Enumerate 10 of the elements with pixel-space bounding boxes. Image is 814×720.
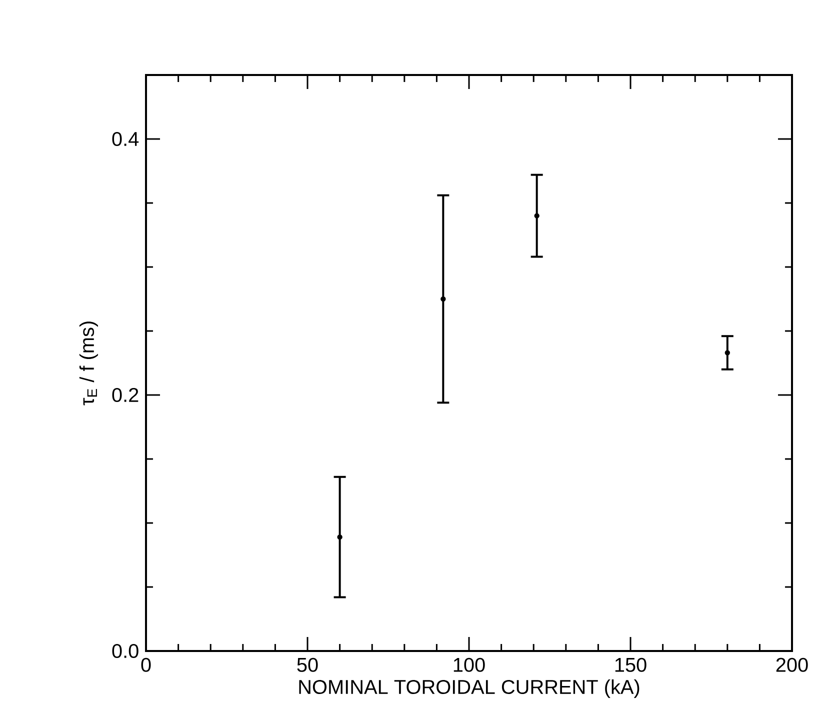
x-tick-label: 50 [297, 658, 318, 672]
y-tick-label: 0.2 [112, 388, 138, 402]
x-axis-title: NOMINAL TOROIDAL CURRENT (kA) [299, 679, 640, 698]
x-tick-label: 100 [454, 658, 485, 672]
x-tick-label: 150 [615, 658, 646, 672]
x-tick-label: 0 [141, 658, 151, 672]
x-tick-label: 200 [776, 658, 808, 672]
y-tick-label: 0.4 [112, 132, 139, 146]
y-axis-title: τ$_{E}$ / f (ms) [79, 322, 98, 406]
y-tick-label: 0.0 [112, 644, 138, 658]
